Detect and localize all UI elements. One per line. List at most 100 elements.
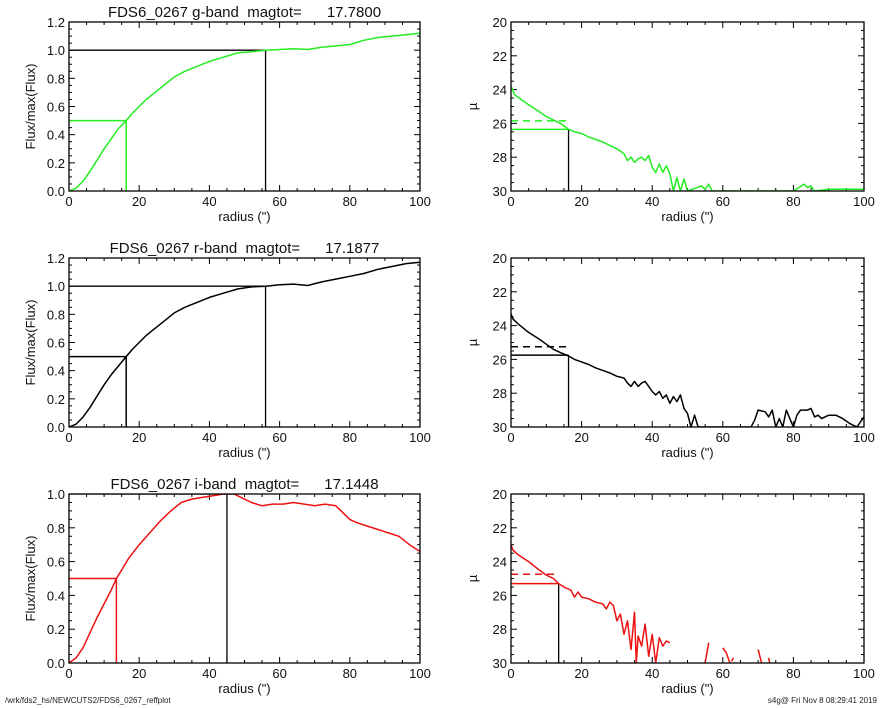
data-line-segment	[767, 657, 771, 663]
y-tick-label: 20	[493, 487, 507, 502]
x-tick-label: 0	[507, 666, 514, 681]
x-axis-label: radius (")	[218, 681, 270, 696]
x-tick-label: 40	[645, 194, 659, 209]
y-tick-label: 24	[493, 555, 507, 570]
data-line	[511, 85, 864, 191]
plot-area	[69, 261, 420, 427]
chart-g-profile: 0 20 40 60 80 100 20 22 24 26 28 30 radius (") µ	[465, 15, 875, 224]
y-tick-label: 0.6	[47, 336, 65, 351]
x-tick-label: 0	[507, 430, 514, 445]
plot-frame	[68, 257, 421, 428]
chart-i-profile: 0 20 40 60 80 100 20 22 24 26 28 30 radius (") µ	[465, 487, 875, 696]
x-tick-label: 40	[645, 430, 659, 445]
data-line	[69, 32, 420, 191]
y-tick-label: 24	[493, 83, 507, 98]
y-tick-label: 1.0	[47, 487, 65, 502]
y-tick-label: 1.0	[47, 279, 65, 294]
y-tick-label: 22	[493, 285, 507, 300]
y-tick-label: 0.4	[47, 128, 65, 143]
x-tick-label: 20	[132, 430, 146, 445]
footer-timestamp: s4g@ Fri Nov 8 08:29:41 2019	[767, 696, 877, 705]
y-tick-label: 0.2	[47, 156, 65, 171]
y-axis-label: Flux/max(Flux)	[23, 300, 38, 386]
x-tick-label: 60	[272, 666, 286, 681]
chart-g-growth: FDS6_0267 g-band magtot= 17.7800 0 20 40 60 8…	[23, 4, 431, 224]
x-tick-label: 100	[853, 430, 875, 445]
y-axis-label: µ	[465, 338, 480, 346]
x-tick-label: 20	[132, 666, 146, 681]
x-tick-label: 40	[202, 430, 216, 445]
y-tick-label: 0.0	[47, 656, 65, 671]
y-tick-label: 0.6	[47, 555, 65, 570]
y-axis-label: µ	[465, 574, 480, 582]
x-tick-label: 100	[853, 194, 875, 209]
data-line-segment	[730, 657, 735, 662]
x-tick-label: 40	[645, 666, 659, 681]
y-tick-label: 28	[493, 150, 507, 165]
x-tick-label: 0	[507, 194, 514, 209]
plot-frame	[510, 493, 865, 664]
y-tick-label: 20	[493, 15, 507, 30]
x-tick-label: 80	[786, 194, 800, 209]
y-tick-label: 1.2	[47, 251, 65, 266]
chart-title: FDS6_0267 i-band magtot= 17.1448	[110, 476, 378, 493]
plot-frame	[510, 257, 865, 428]
y-tick-label: 20	[493, 251, 507, 266]
plot-frame	[510, 21, 865, 192]
x-tick-label: 100	[409, 194, 431, 209]
x-tick-label: 20	[574, 194, 588, 209]
y-tick-label: 30	[493, 184, 507, 199]
footer-path: /wrk/fds2_hs/NEWCUTS2/FDS6_0267_reffplot	[5, 696, 171, 705]
y-tick-label: 0.0	[47, 420, 65, 435]
x-tick-label: 20	[574, 666, 588, 681]
data-line-segment	[704, 642, 710, 663]
y-tick-label: 1.0	[47, 43, 65, 58]
x-tick-label: 80	[343, 430, 357, 445]
y-tick-label: 24	[493, 319, 507, 334]
x-axis-label: radius (")	[661, 209, 713, 224]
y-tick-label: 1.2	[47, 15, 65, 30]
x-tick-label: 80	[343, 194, 357, 209]
x-axis-label: radius (")	[218, 209, 270, 224]
y-tick-label: 26	[493, 116, 507, 131]
x-tick-label: 0	[65, 430, 72, 445]
x-tick-label: 60	[272, 430, 286, 445]
x-tick-label: 20	[132, 194, 146, 209]
chart-i-growth: FDS6_0267 i-band magtot= 17.1448 0 20 40 60 8…	[23, 476, 431, 696]
chart-title: FDS6_0267 r-band magtot= 17.1877	[110, 240, 380, 257]
chart-title: FDS6_0267 g-band magtot= 17.7800	[108, 4, 381, 21]
x-tick-label: 60	[716, 666, 730, 681]
y-tick-label: 0.2	[47, 392, 65, 407]
x-tick-label: 40	[202, 666, 216, 681]
plot-frame	[68, 493, 421, 664]
x-tick-label: 0	[65, 666, 72, 681]
y-tick-label: 28	[493, 622, 507, 637]
y-tick-label: 22	[493, 521, 507, 536]
chart-r-profile: 0 20 40 60 80 100 20 22 24 26 28 30 radius (") µ	[465, 251, 875, 460]
x-tick-label: 60	[716, 430, 730, 445]
plot-area	[69, 494, 420, 663]
y-tick-label: 0.8	[47, 307, 65, 322]
y-tick-label: 0.0	[47, 184, 65, 199]
plot-frame	[68, 21, 421, 192]
x-tick-label: 20	[574, 430, 588, 445]
y-tick-label: 0.6	[47, 100, 65, 115]
x-tick-label: 100	[409, 430, 431, 445]
x-tick-label: 100	[853, 666, 875, 681]
x-tick-label: 100	[409, 666, 431, 681]
y-tick-label: 0.8	[47, 521, 65, 536]
x-axis-label: radius (")	[218, 445, 270, 460]
y-tick-label: 30	[493, 420, 507, 435]
y-tick-label: 28	[493, 386, 507, 401]
x-axis-label: radius (")	[661, 445, 713, 460]
y-tick-label: 30	[493, 656, 507, 671]
y-tick-label: 22	[493, 49, 507, 64]
data-line	[69, 261, 420, 427]
plot-area	[511, 544, 771, 663]
y-tick-label: 26	[493, 588, 507, 603]
plot-area	[69, 32, 420, 191]
x-tick-label: 80	[343, 666, 357, 681]
y-axis-label: Flux/max(Flux)	[23, 64, 38, 150]
x-axis-label: radius (")	[661, 681, 713, 696]
